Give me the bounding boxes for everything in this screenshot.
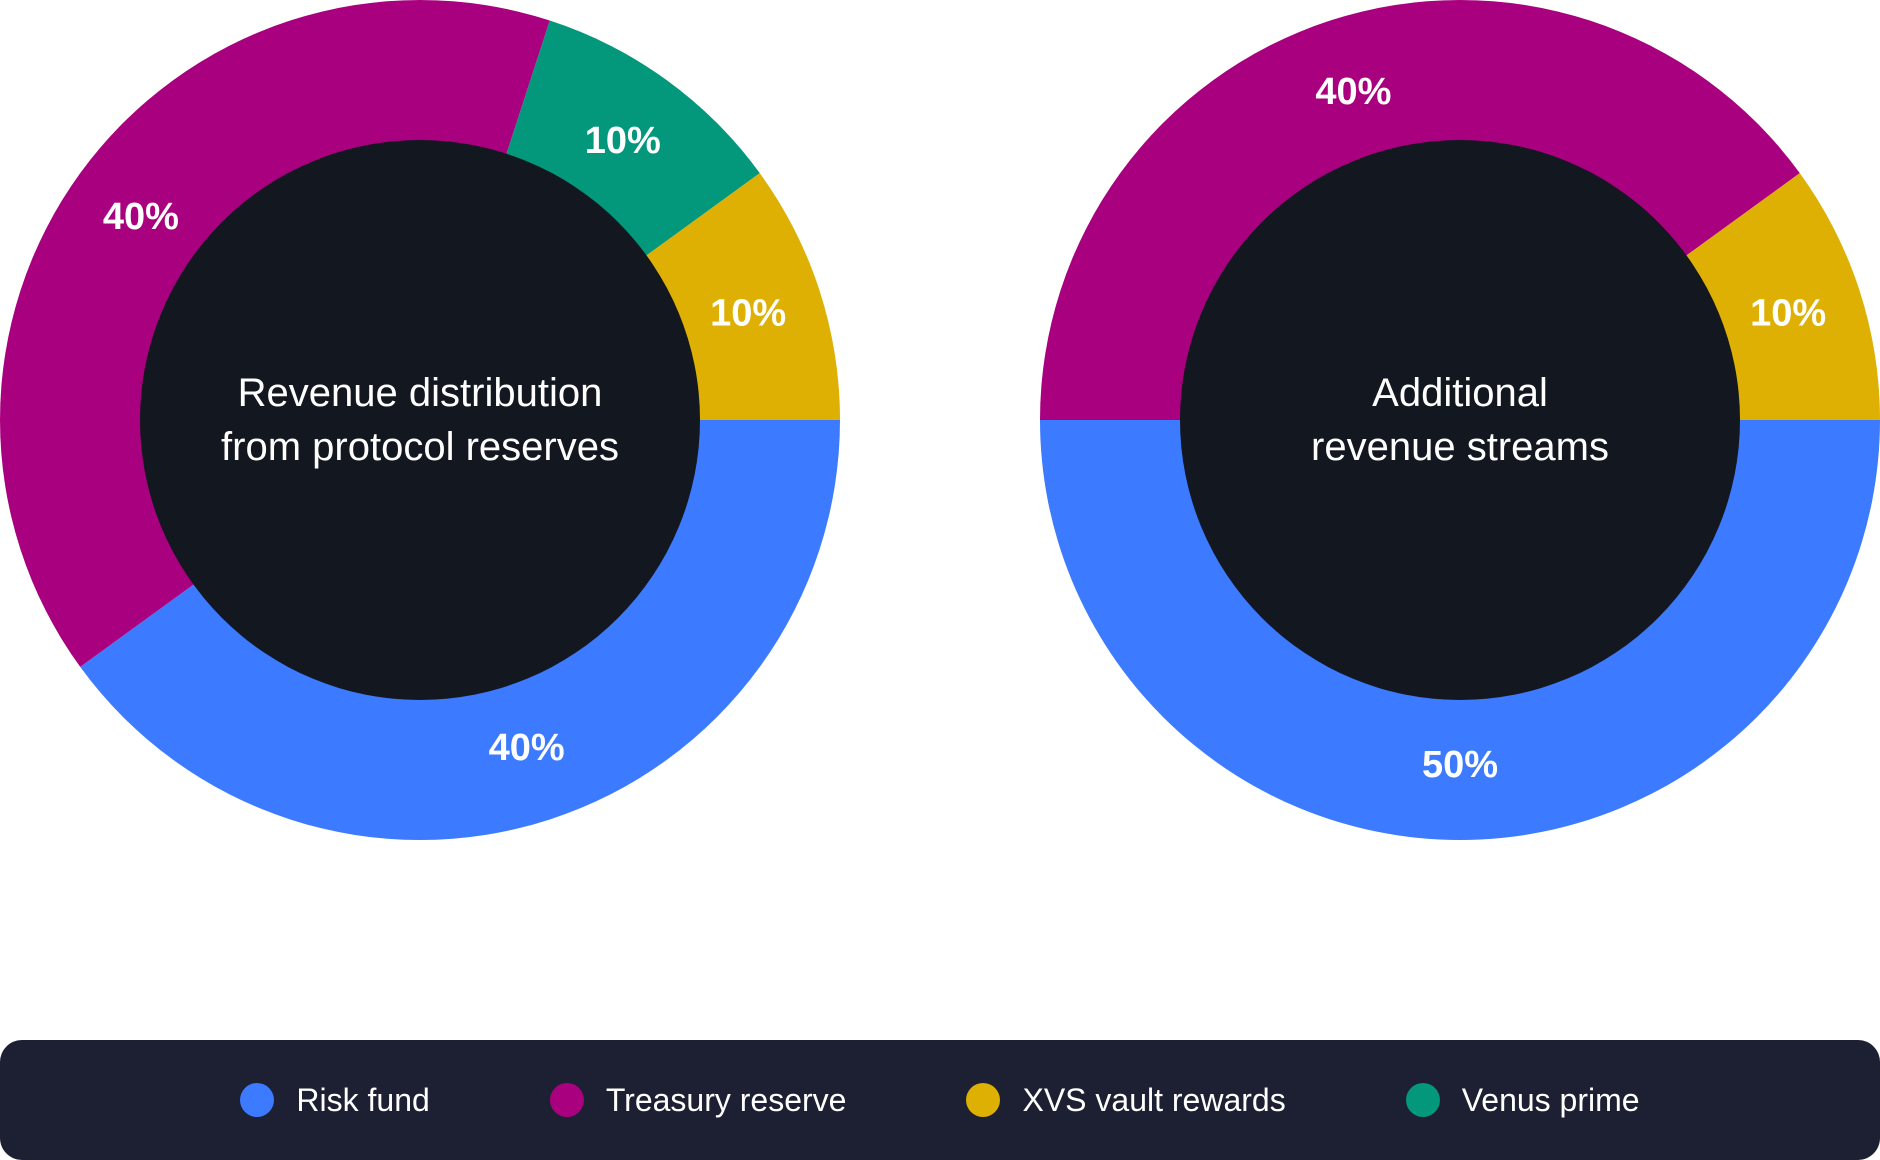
chart-title-line: from protocol reserves — [221, 425, 619, 469]
legend-item-risk-fund: Risk fund — [240, 1081, 430, 1119]
chart-title-line: Revenue distribution — [238, 371, 603, 415]
donut-center — [1180, 140, 1740, 700]
venus-prime-dot-icon — [1405, 1083, 1440, 1117]
risk-fund-dot-icon — [240, 1083, 275, 1117]
legend-label-venus-prime: Venus prime — [1461, 1081, 1640, 1118]
legend-item-venus-prime: Venus prime — [1405, 1081, 1640, 1119]
chart-title-line: Additional — [1372, 371, 1548, 415]
legend-label-risk-fund: Risk fund — [296, 1081, 430, 1118]
slice-label-risk-fund: 40% — [489, 727, 565, 769]
legend-item-treasury-reserve: Treasury reserve — [549, 1081, 847, 1119]
donut-center — [140, 140, 700, 700]
legend-bar: Risk fund Treasury reserve XVS vault rew… — [0, 1040, 1880, 1160]
donut-chart-1: 40% 40% 10% 10% Revenue distribution from pro… — [0, 0, 840, 840]
slice-label-xvs-vault-rewards: 10% — [1750, 292, 1826, 334]
donut-chart-2: 50% 40% 10% Additional revenue streams — [1040, 0, 1880, 840]
legend-label-treasury-reserve: Treasury reserve — [605, 1081, 847, 1118]
chart-title-line: revenue streams — [1311, 425, 1609, 469]
slice-label-treasury-reserve: 40% — [1315, 71, 1391, 113]
slice-label-treasury-reserve: 40% — [103, 196, 179, 238]
slice-label-xvs-vault-rewards: 10% — [710, 292, 786, 334]
slice-label-venus-prime: 10% — [585, 120, 661, 162]
treasury-reserve-dot-icon — [549, 1083, 584, 1117]
legend-label-xvs-vault-rewards: XVS vault rewards — [1022, 1081, 1286, 1118]
legend-item-xvs-vault-rewards: XVS vault rewards — [966, 1081, 1286, 1119]
slice-label-risk-fund: 50% — [1422, 744, 1498, 786]
xvs-vault-rewards-dot-icon — [966, 1083, 1001, 1117]
